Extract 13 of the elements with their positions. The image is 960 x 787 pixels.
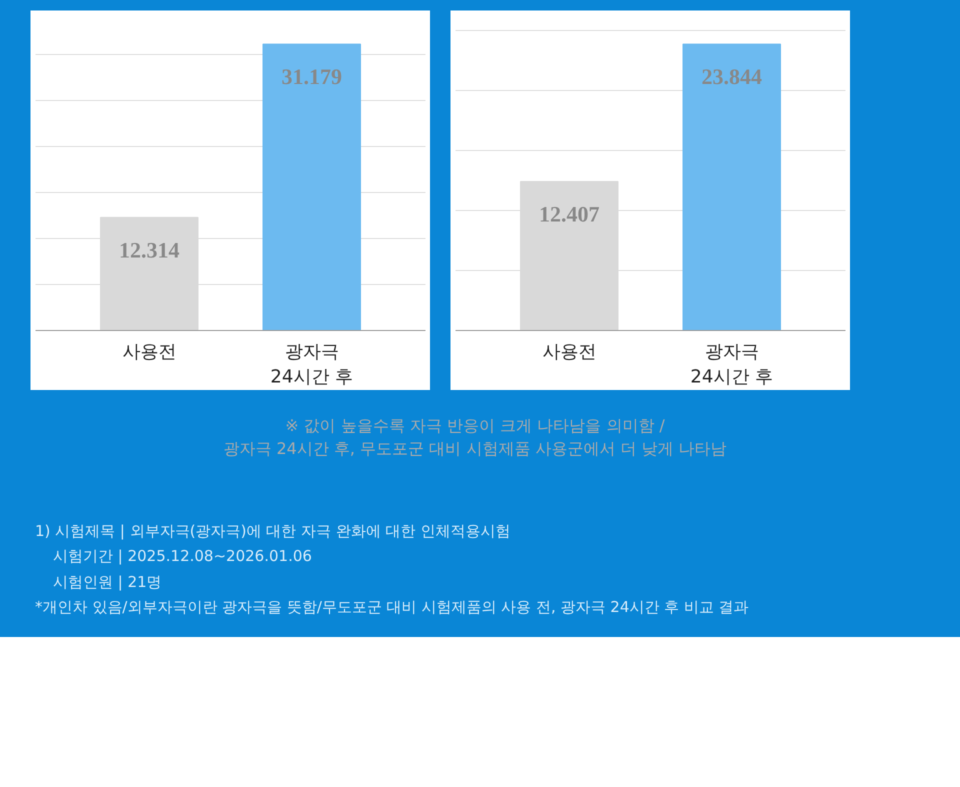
data-label: 12.407 (539, 201, 600, 226)
text: *개인차 있음/외부자극이란 광자극을 뜻함/무도포군 대비 시험제품의 사용 전, 광자극 24시간 후 비교 결과 (35, 596, 750, 618)
x-tick-label: 사용전 (122, 342, 176, 362)
x-tick-label: 사용전 (542, 342, 596, 362)
x-tick-label: 광자극 24시간 후 (690, 342, 774, 388)
x-tick-label: 광자극 24시간 후 (270, 342, 354, 388)
data-label: 12.314 (119, 237, 180, 262)
text: 시험인원 | 21명 (53, 572, 163, 593)
text: 1) 시험제목 | 외부자극(광자극)에 대한 자극 완화에 대한 인체적용시험 (35, 520, 512, 542)
data-label: 31.179 (282, 64, 342, 90)
text: 시험기간 | 2025.12.08~2026.01.06 (53, 546, 313, 568)
data-label: 23.844 (702, 64, 762, 90)
text: ※ 값이 높을수록 자극 반응이 크게 나타남을 의미함 / 광자극 24시간 후, 무도포군 대비 시험제품 사용군에서 더 낮게 나타남 (222, 415, 728, 460)
